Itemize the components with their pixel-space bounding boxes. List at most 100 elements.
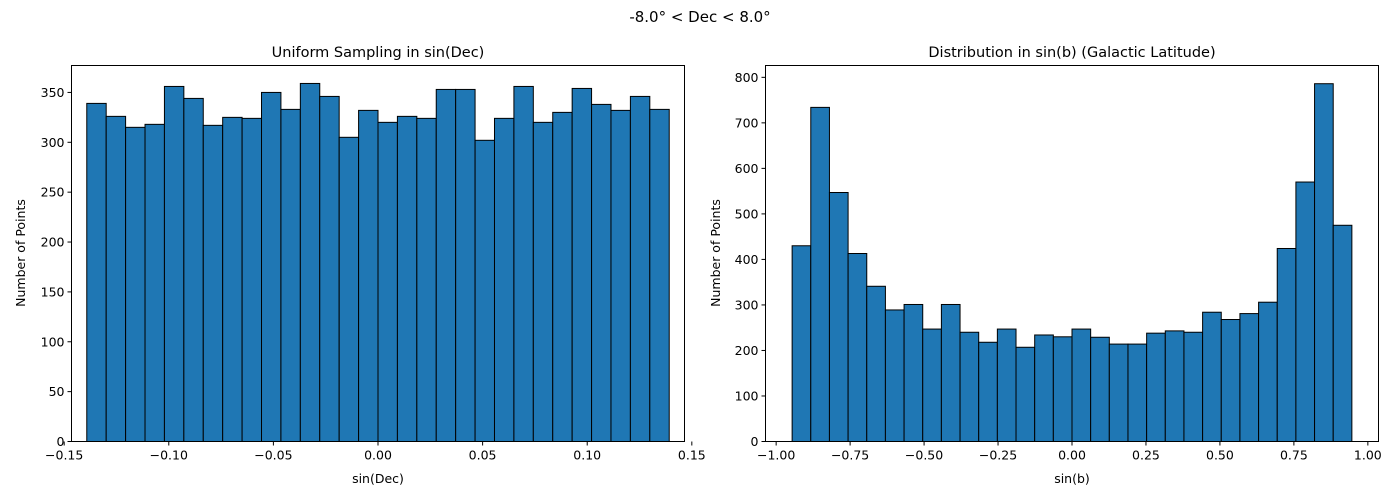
chart-right-ytick-label: 700 (735, 115, 759, 130)
chart-right-bar-10 (978, 341, 998, 442)
chart-left-bar-9 (261, 91, 282, 443)
chart-left-bar-1 (105, 115, 127, 443)
chart-left-ytick-label: 50 (49, 384, 65, 399)
chart-right-bar-20 (1164, 330, 1185, 442)
chart-right-title: Distribution in sin(b) (Galactic Latitud… (928, 45, 1215, 61)
chart-right-bar-16 (1090, 336, 1110, 443)
chart-left-xtick-label: −0.05 (254, 448, 292, 463)
chart-right-bar-19 (1146, 332, 1166, 442)
chart-left-title: Uniform Sampling in sin(Dec) (272, 45, 485, 61)
chart-right-bar-23 (1220, 319, 1241, 443)
chart-left-bar-15 (377, 121, 398, 442)
chart-right-xtick-label: −0.50 (905, 448, 943, 463)
chart-left-bar-16 (396, 115, 418, 443)
chart-left-bar-2 (125, 126, 146, 442)
chart-left-xtick-label: 0.00 (364, 448, 392, 463)
chart-left-bar-23 (532, 121, 554, 442)
chart-right-bar-24 (1239, 313, 1260, 442)
chart-left-xtick-label: 0.05 (469, 448, 497, 463)
chart-left-bar-20 (474, 139, 495, 442)
chart-left-ytick-label: 350 (41, 85, 65, 100)
chart-left-bar-24 (552, 111, 573, 442)
chart-right-bar-12 (1015, 346, 1036, 442)
chart-left-bar-25 (571, 87, 593, 442)
chart-left-bar-5 (183, 97, 204, 442)
chart-right-ytick-label: 300 (735, 297, 759, 312)
chart-left-xticks: −0.15 −0.10 −0.05 0.00 0.05 0.10 0.15 (45, 441, 706, 463)
chart-right-bar-21 (1183, 331, 1204, 443)
chart-right-xtick-label: 0.25 (1132, 448, 1160, 463)
chart-right-ytick-label: 500 (735, 206, 759, 221)
chart-left-bar-6 (202, 124, 224, 442)
chart-left-xtick-label: −0.15 (45, 448, 83, 463)
chart-right-xticks: −1.00 −0.75 −0.50 −0.25 0.00 0.25 0.50 0.75 1.00 (757, 441, 1382, 463)
chart-right-ytick-label: 100 (735, 388, 759, 403)
chart-right-bar-6 (903, 303, 924, 443)
chart-right-bar-11 (996, 328, 1017, 443)
chart-left-xtick-label: −0.10 (150, 448, 188, 463)
chart-left-bar-21 (493, 117, 515, 443)
chart-right-bar-17 (1108, 343, 1129, 443)
chart-right-bar-1 (810, 106, 830, 442)
chart-left-yticks: 0 50 100 150 200 250 300 350 (41, 85, 72, 449)
chart-right-bar-2 (828, 192, 849, 442)
chart-right-xtick-label: 0.00 (1058, 448, 1086, 463)
figure-suptitle: -8.0° < Dec < 8.0° (629, 8, 770, 26)
chart-right-ytick-label: 800 (735, 70, 759, 85)
chart-right-xtick-label: −0.75 (831, 448, 869, 463)
chart-left-uniform-sindec: Uniform Sampling in sin(Dec) sin(Dec) Nu… (13, 45, 706, 486)
chart-left-xtick-label: 0.15 (678, 448, 706, 463)
chart-right-bar-28 (1314, 83, 1334, 443)
chart-right-ytick-label: 0 (751, 434, 759, 449)
chart-right-bar-29 (1332, 224, 1353, 442)
chart-left-ytick-label: 150 (41, 284, 65, 299)
chart-right-bar-13 (1034, 334, 1054, 442)
chart-right-bar-14 (1052, 336, 1073, 443)
chart-right-xtick-label: 1.00 (1354, 448, 1382, 463)
chart-right-ytick-label: 200 (735, 343, 759, 358)
chart-left-bar-12 (319, 95, 340, 442)
chart-right-xtick-label: 0.75 (1280, 448, 1308, 463)
chart-left-ylabel: Number of Points (13, 199, 28, 307)
chart-left-bar-0 (86, 102, 107, 442)
chart-left-bar-14 (358, 109, 379, 442)
chart-left-bar-7 (222, 116, 243, 443)
chart-left-xtick-label: 0.10 (573, 448, 601, 463)
chart-right-bar-22 (1202, 311, 1222, 443)
chart-right-bar-15 (1071, 328, 1092, 443)
chart-right-axes-frame (765, 65, 1379, 442)
chart-right-bar-18 (1127, 343, 1148, 443)
chart-right-xtick-label: 0.50 (1206, 448, 1234, 463)
chart-right-bar-0 (791, 245, 812, 442)
chart-left-axes-frame (71, 65, 685, 442)
chart-right-xtick-label: −1.00 (757, 448, 795, 463)
chart-left-bar-10 (280, 108, 301, 442)
chart-left-bar-29 (649, 108, 670, 442)
chart-right-bar-4 (866, 285, 886, 442)
chart-left-bar-27 (610, 109, 631, 442)
chart-right-bar-3 (847, 253, 868, 442)
chart-right-bars (791, 83, 1353, 443)
chart-right-bar-9 (959, 331, 980, 443)
chart-right-bar-5 (884, 309, 905, 442)
chart-left-bar-8 (241, 117, 263, 443)
chart-right-yticks: 0 100 200 300 400 500 600 700 800 (735, 70, 766, 449)
chart-left-xlabel: sin(Dec) (352, 471, 404, 486)
chart-left-ytick-label: 250 (41, 185, 65, 200)
chart-right-bar-7 (922, 328, 942, 443)
chart-right-bar-27 (1295, 181, 1316, 442)
chart-left-bar-28 (629, 95, 651, 442)
chart-left-ytick-label: 0 (57, 434, 65, 449)
chart-left-ytick-label: 300 (41, 135, 65, 150)
chart-left-ytick-label: 100 (41, 334, 65, 349)
chart-left-bar-4 (163, 85, 185, 442)
chart-right-xtick-label: −0.25 (979, 448, 1017, 463)
chart-left-bar-17 (416, 117, 437, 443)
chart-left-bar-11 (299, 82, 321, 443)
chart-left-bar-13 (338, 136, 360, 442)
chart-right-ytick-label: 600 (735, 161, 759, 176)
chart-left-bar-19 (455, 88, 476, 442)
chart-right-bar-26 (1276, 247, 1297, 442)
chart-right-galactic-latitude: Distribution in sin(b) (Galactic Latitud… (708, 45, 1382, 486)
